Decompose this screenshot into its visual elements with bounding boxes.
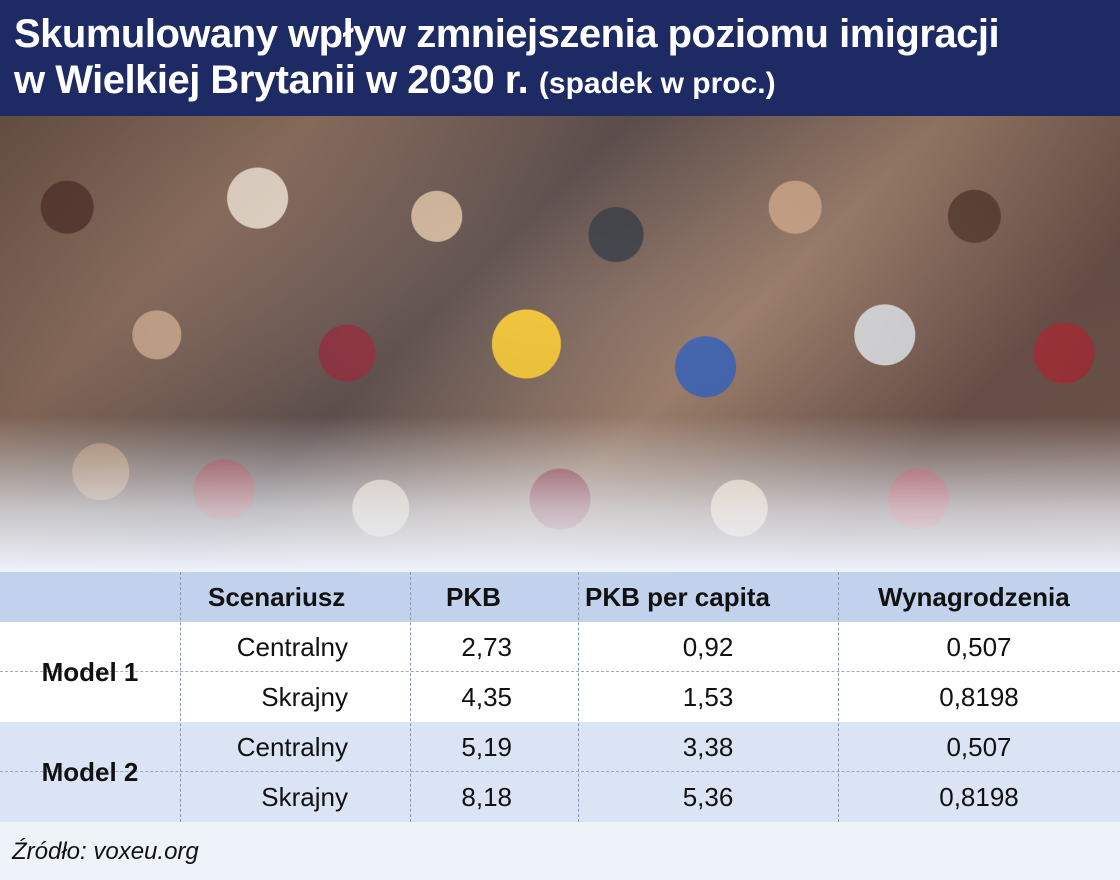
chart-subtitle: (spadek w proc.)	[538, 67, 776, 100]
cell-pkb: 8,18	[461, 782, 512, 812]
cell-pkb-per-capita: 1,53	[682, 682, 734, 712]
cell-scenario: Centralny	[236, 632, 348, 662]
cell-scenario: Skrajny	[261, 782, 348, 812]
column-divider	[578, 572, 579, 822]
cell-pkb: 4,35	[461, 682, 512, 712]
table-row: Centralny 5,19 3,38 0,507	[0, 722, 1120, 772]
cell-scenario: Skrajny	[261, 682, 348, 712]
data-table: Scenariusz PKB PKB per capita Wynagrodze…	[0, 572, 1120, 822]
crowd-photo	[0, 116, 1120, 572]
cell-pkb-per-capita: 0,92	[682, 632, 734, 662]
chart-title-line2-text: w Wielkiej Brytanii w 2030 r.	[14, 58, 529, 102]
model-1-label: Model 1	[41, 657, 139, 687]
column-divider	[180, 572, 181, 822]
table-row: Skrajny 8,18 5,36 0,8198	[0, 772, 1120, 822]
column-divider	[838, 572, 839, 822]
column-header-pkb-per-capita: PKB per capita	[585, 582, 770, 612]
table-header-row: Scenariusz PKB PKB per capita Wynagrodze…	[0, 572, 1120, 622]
cell-scenario: Centralny	[236, 732, 348, 762]
cell-wages: 0,8198	[939, 782, 1019, 812]
chart-title-line1: Skumulowany wpływ zmniejszenia poziomu i…	[14, 12, 1000, 56]
cell-pkb-per-capita: 3,38	[682, 732, 734, 762]
model-2-label: Model 2	[41, 757, 139, 787]
photo-fade	[0, 416, 1120, 572]
cell-pkb-per-capita: 5,36	[682, 782, 734, 812]
cell-wages: 0,507	[946, 732, 1012, 762]
cell-wages: 0,507	[946, 632, 1012, 662]
source-note: Źródło: voxeu.org	[12, 838, 199, 865]
column-header-scenario: Scenariusz	[208, 582, 346, 612]
title-banner: Skumulowany wpływ zmniejszenia poziomu i…	[0, 0, 1120, 116]
table-row: Skrajny 4,35 1,53 0,8198	[0, 672, 1120, 722]
cell-wages: 0,8198	[939, 682, 1019, 712]
column-header-pkb: PKB	[446, 582, 501, 612]
cell-pkb: 5,19	[461, 732, 512, 762]
footer-band	[0, 822, 1120, 880]
column-header-wages: Wynagrodzenia	[878, 582, 1070, 612]
chart-title-line2: w Wielkiej Brytanii w 2030 r. (spadek w …	[14, 56, 1120, 108]
column-divider	[410, 572, 411, 822]
cell-pkb: 2,73	[461, 632, 512, 662]
table-row: Centralny 2,73 0,92 0,507	[0, 622, 1120, 672]
